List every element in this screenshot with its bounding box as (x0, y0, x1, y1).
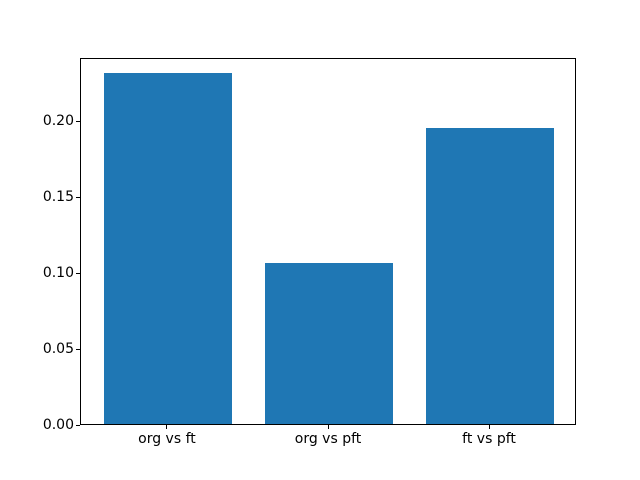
x-tick-mark (488, 425, 490, 429)
x-tick-label: ft vs pft (462, 431, 516, 447)
y-tick-label: 0.10 (42, 264, 74, 281)
y-tick-mark (76, 120, 80, 122)
bar-org-vs-ft (103, 72, 233, 424)
x-tick-label: org vs pft (294, 431, 362, 447)
y-tick-label: 0.20 (42, 112, 74, 129)
bar-ft-vs-pft (425, 127, 555, 424)
y-tick-label: 0.15 (42, 188, 74, 205)
y-tick-label: 0.00 (42, 416, 74, 433)
y-tick-label: 0.05 (42, 340, 74, 357)
x-tick-label: org vs ft (138, 431, 196, 447)
plot-area (80, 58, 576, 425)
bar-org-vs-pft (264, 262, 394, 424)
x-tick-mark (327, 425, 329, 429)
y-tick-mark (76, 424, 80, 426)
y-tick-mark (76, 272, 80, 274)
y-tick-mark (76, 348, 80, 350)
x-tick-mark (166, 425, 168, 429)
y-tick-mark (76, 196, 80, 198)
